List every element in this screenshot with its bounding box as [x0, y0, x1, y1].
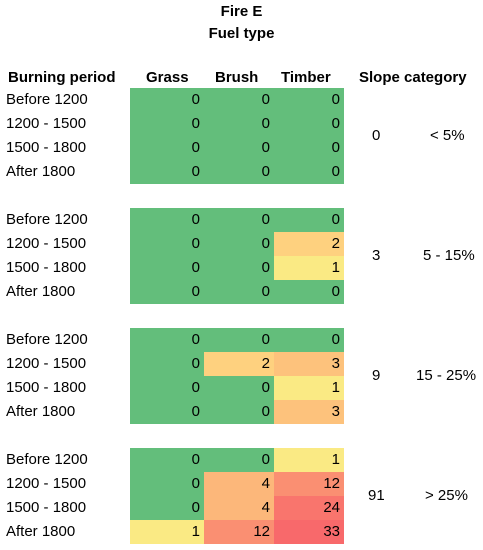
- cell-brush: 0: [204, 232, 274, 256]
- slope-value: 3: [372, 247, 381, 264]
- slope-range: 5 - 15%: [423, 247, 475, 264]
- cell-timber: 12: [274, 472, 344, 496]
- row-label: Before 1200: [6, 211, 88, 228]
- cell-brush: 4: [204, 496, 274, 520]
- cell-grass: 0: [130, 88, 204, 112]
- row-label: 1200 - 1500: [6, 235, 87, 252]
- cell-grass: 0: [130, 496, 204, 520]
- header-timber: Timber: [281, 69, 331, 86]
- cell-grass: 0: [130, 280, 204, 304]
- cell-timber: 0: [274, 160, 344, 184]
- row-label: 1500 - 1800: [6, 139, 87, 156]
- row-label: 1200 - 1500: [6, 115, 87, 132]
- cell-timber: 3: [274, 352, 344, 376]
- cell-grass: 0: [130, 448, 204, 472]
- slope-range: > 25%: [425, 487, 468, 504]
- row-label: 1500 - 1800: [6, 499, 87, 516]
- cell-grass: 0: [130, 472, 204, 496]
- cell-brush: 0: [204, 112, 274, 136]
- cell-grass: 0: [130, 208, 204, 232]
- row-label: After 1800: [6, 283, 76, 300]
- cell-brush: 0: [204, 256, 274, 280]
- cell-timber: 1: [274, 376, 344, 400]
- header-slope-category: Slope category: [359, 69, 467, 86]
- row-label: 1500 - 1800: [6, 379, 87, 396]
- cell-brush: 0: [204, 376, 274, 400]
- cell-grass: 0: [130, 256, 204, 280]
- row-label: After 1800: [6, 163, 76, 180]
- cell-brush: 0: [204, 448, 274, 472]
- row-label: Before 1200: [6, 451, 88, 468]
- row-label: 1200 - 1500: [6, 475, 87, 492]
- cell-timber: 0: [274, 88, 344, 112]
- cell-timber: 0: [274, 280, 344, 304]
- row-label: Before 1200: [6, 331, 88, 348]
- cell-timber: 2: [274, 232, 344, 256]
- cell-grass: 0: [130, 136, 204, 160]
- cell-brush: 0: [204, 280, 274, 304]
- cell-brush: 0: [204, 88, 274, 112]
- header-brush: Brush: [215, 69, 259, 86]
- row-label: 1200 - 1500: [6, 355, 87, 372]
- cell-grass: 0: [130, 160, 204, 184]
- row-label: After 1800: [6, 403, 76, 420]
- cell-brush: 2: [204, 352, 274, 376]
- cell-timber: 0: [274, 112, 344, 136]
- cell-grass: 0: [130, 112, 204, 136]
- cell-timber: 1: [274, 448, 344, 472]
- slope-value: 0: [372, 127, 381, 144]
- cell-timber: 3: [274, 400, 344, 424]
- row-label: 1500 - 1800: [6, 259, 87, 276]
- row-label: After 1800: [6, 523, 76, 540]
- cell-brush: 0: [204, 160, 274, 184]
- slope-range: 15 - 25%: [416, 367, 477, 384]
- cell-brush: 0: [204, 208, 274, 232]
- cell-grass: 0: [130, 376, 204, 400]
- header-burning-period: Burning period: [8, 69, 116, 86]
- cell-brush: 0: [204, 136, 274, 160]
- cell-timber: 0: [274, 208, 344, 232]
- cell-grass: 0: [130, 400, 204, 424]
- cell-timber: 0: [274, 328, 344, 352]
- cell-timber: 24: [274, 496, 344, 520]
- cell-timber: 33: [274, 520, 344, 544]
- slope-value: 9: [372, 367, 381, 384]
- table-subtitle: Fuel type: [208, 25, 275, 42]
- slope-value: 91: [368, 487, 385, 504]
- cell-timber: 1: [274, 256, 344, 280]
- cell-grass: 0: [130, 352, 204, 376]
- header-grass: Grass: [146, 69, 189, 86]
- slope-range: < 5%: [430, 127, 465, 144]
- cell-brush: 0: [204, 400, 274, 424]
- cell-brush: 12: [204, 520, 274, 544]
- cell-grass: 0: [130, 328, 204, 352]
- cell-brush: 4: [204, 472, 274, 496]
- cell-timber: 0: [274, 136, 344, 160]
- cell-brush: 0: [204, 328, 274, 352]
- cell-grass: 1: [130, 520, 204, 544]
- row-label: Before 1200: [6, 91, 88, 108]
- table-title: Fire E: [220, 3, 263, 20]
- cell-grass: 0: [130, 232, 204, 256]
